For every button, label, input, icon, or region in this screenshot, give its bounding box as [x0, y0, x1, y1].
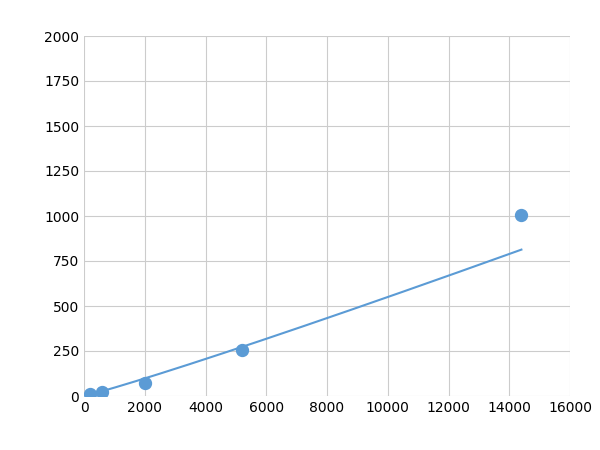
Point [237, 346, 247, 354]
Point [97, 388, 107, 395]
Point [517, 212, 526, 219]
Point [85, 391, 95, 398]
Point [140, 379, 149, 386]
